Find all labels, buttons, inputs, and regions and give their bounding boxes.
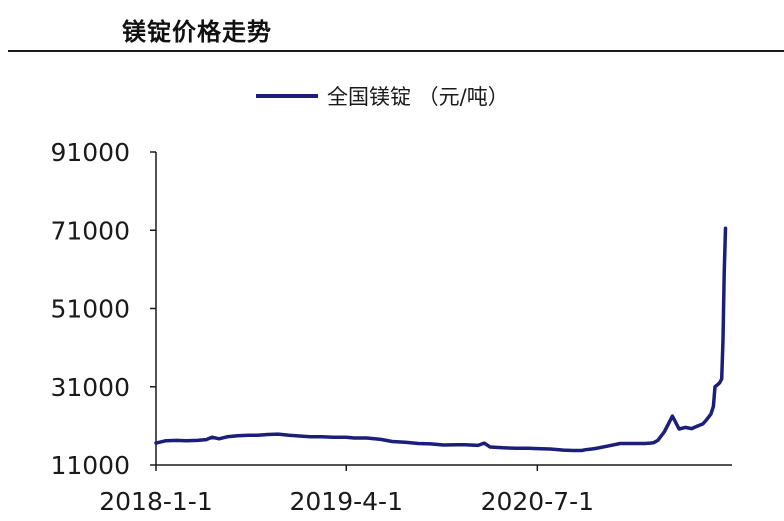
y-tick-label: 91000 (50, 138, 130, 167)
y-tick-label: 51000 (50, 295, 130, 324)
x-tick-label: 2020-7-1 (481, 487, 594, 516)
y-axis-ticks: 11000 31000 51000 71000 91000 (50, 138, 156, 480)
y-tick-label: 11000 (50, 451, 130, 480)
series-line (154, 226, 728, 453)
x-tick-label: 2018-1-1 (99, 487, 212, 516)
page-title: 镁锭价格走势 (122, 17, 272, 46)
chart-axes (155, 152, 732, 466)
x-axis-ticks: 2018-1-1 2019-4-1 2020-7-1 (99, 465, 594, 516)
legend-label: 全国镁锭 （元/吨） (327, 85, 509, 109)
title-divider (8, 50, 784, 52)
series-layer (154, 226, 728, 453)
y-tick-label: 71000 (50, 216, 130, 245)
x-tick-label: 2019-4-1 (290, 487, 403, 516)
y-tick-label: 31000 (50, 373, 130, 402)
chart-legend: 全国镁锭 （元/吨） (256, 85, 509, 109)
